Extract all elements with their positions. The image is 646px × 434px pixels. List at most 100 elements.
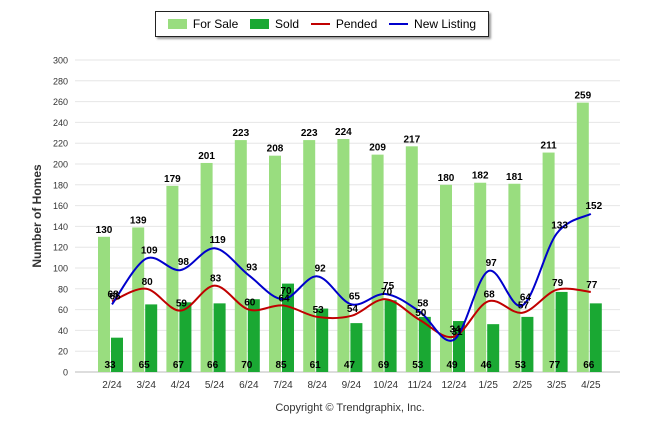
x-tick-label: 3/25 — [547, 380, 567, 391]
x-tick-label: 11/24 — [408, 380, 433, 391]
data-label-new-listing: 58 — [417, 299, 429, 310]
data-label-pended: 64 — [278, 293, 290, 304]
data-label-new-listing: 65 — [349, 291, 361, 302]
bar-for-sale — [166, 185, 179, 372]
bar-sold — [487, 324, 500, 372]
bar-for-sale — [234, 140, 247, 372]
data-label-new-listing: 152 — [585, 201, 602, 212]
y-tick-label: 260 — [53, 97, 68, 107]
data-label-new-listing: 70 — [280, 286, 292, 297]
y-tick-label: 120 — [53, 243, 68, 253]
data-label-sold: 33 — [104, 360, 116, 371]
bar-for-sale — [303, 140, 316, 372]
y-tick-label: 0 — [63, 368, 68, 378]
data-label-for-sale: 130 — [96, 225, 113, 236]
data-label-for-sale: 179 — [164, 174, 181, 185]
data-label-for-sale: 180 — [438, 173, 455, 184]
legend-swatch — [167, 19, 187, 29]
legend-label: For Sale — [192, 17, 239, 31]
x-tick-label: 2/24 — [102, 380, 122, 391]
data-label-sold: 66 — [583, 360, 595, 371]
x-tick-label: 1/25 — [478, 380, 498, 391]
bar-sold — [453, 321, 465, 372]
data-label-for-sale: 224 — [335, 127, 352, 138]
y-tick-label: 300 — [53, 56, 68, 66]
bar-sold — [111, 337, 123, 372]
x-tick-label: 6/24 — [239, 380, 259, 391]
copyright-text: Copyright © Trendgraphix, Inc. — [275, 402, 425, 414]
data-label-pended: 83 — [210, 274, 222, 285]
bar-for-sale — [337, 139, 350, 372]
data-label-pended: 53 — [313, 305, 325, 316]
data-label-pended: 68 — [484, 289, 496, 300]
data-label-new-listing: 31 — [451, 327, 463, 338]
legend-label: Sold — [275, 17, 300, 31]
bar-sold — [316, 308, 329, 372]
bar-sold — [213, 303, 226, 372]
data-label-sold: 53 — [412, 360, 424, 371]
bar-for-sale — [508, 183, 521, 372]
legend-swatch — [389, 23, 409, 25]
legend-item: Sold — [250, 17, 299, 31]
data-label-pended: 54 — [347, 304, 359, 315]
x-tick-label: 2/25 — [513, 380, 533, 391]
line-pended — [111, 284, 591, 339]
data-label-pended: 50 — [415, 308, 427, 319]
x-tick-label: 7/24 — [273, 380, 293, 391]
bar-sold — [145, 304, 158, 372]
legend-swatch — [250, 19, 270, 29]
data-label-for-sale: 139 — [130, 215, 147, 226]
bar-sold — [350, 323, 363, 372]
y-tick-label: 140 — [53, 222, 68, 232]
data-label-for-sale: 223 — [232, 128, 249, 139]
bar-sold — [384, 300, 397, 372]
y-tick-label: 200 — [53, 160, 68, 170]
x-tick-label: 4/25 — [581, 380, 601, 391]
y-axis-title: Number of Homes — [30, 164, 44, 268]
bar-for-sale — [405, 146, 418, 372]
x-tick-label: 12/24 — [441, 380, 466, 391]
x-tick-label: 8/24 — [307, 380, 327, 391]
data-label-new-listing: 97 — [486, 258, 498, 269]
data-label-pended: 68 — [107, 289, 119, 300]
data-label-sold: 69 — [378, 360, 390, 371]
data-label-sold: 66 — [207, 360, 219, 371]
data-label-for-sale: 209 — [369, 143, 386, 154]
data-label-new-listing: 75 — [383, 281, 395, 292]
data-label-pended: 34 — [449, 325, 461, 336]
data-label-sold: 65 — [139, 360, 151, 371]
data-label-sold: 61 — [310, 360, 322, 371]
legend-item: Pended — [310, 17, 377, 31]
data-label-for-sale: 259 — [574, 91, 591, 102]
data-label-pended: 60 — [244, 298, 256, 309]
data-label-for-sale: 211 — [541, 141, 558, 152]
data-label-for-sale: 208 — [267, 144, 284, 155]
data-label-new-listing: 98 — [178, 257, 190, 268]
data-label-sold: 46 — [481, 360, 493, 371]
data-label-sold: 53 — [515, 360, 527, 371]
data-label-pended: 59 — [176, 299, 188, 310]
y-tick-label: 40 — [58, 326, 68, 336]
data-label-new-listing: 133 — [551, 221, 568, 232]
data-label-sold: 70 — [241, 360, 253, 371]
data-label-sold: 49 — [446, 360, 458, 371]
y-tick-label: 240 — [53, 118, 68, 128]
y-tick-label: 20 — [58, 347, 68, 357]
data-label-pended: 57 — [518, 301, 530, 312]
x-tick-label: 10/24 — [373, 380, 398, 391]
bar-sold — [418, 316, 431, 372]
bar-for-sale — [474, 182, 487, 372]
data-label-new-listing: 93 — [246, 262, 258, 273]
data-label-pended: 79 — [552, 278, 564, 289]
bar-for-sale — [269, 155, 281, 372]
data-label-for-sale: 182 — [472, 171, 489, 182]
data-label-pended: 80 — [142, 277, 154, 288]
bar-sold — [521, 316, 534, 372]
data-label-pended: 70 — [381, 287, 393, 298]
data-label-for-sale: 223 — [301, 128, 318, 139]
chart-legend: For Sale Sold Pended New Listing — [155, 11, 489, 37]
data-label-sold: 85 — [275, 360, 287, 371]
x-tick-label: 5/24 — [205, 380, 225, 391]
x-tick-label: 3/24 — [136, 380, 156, 391]
